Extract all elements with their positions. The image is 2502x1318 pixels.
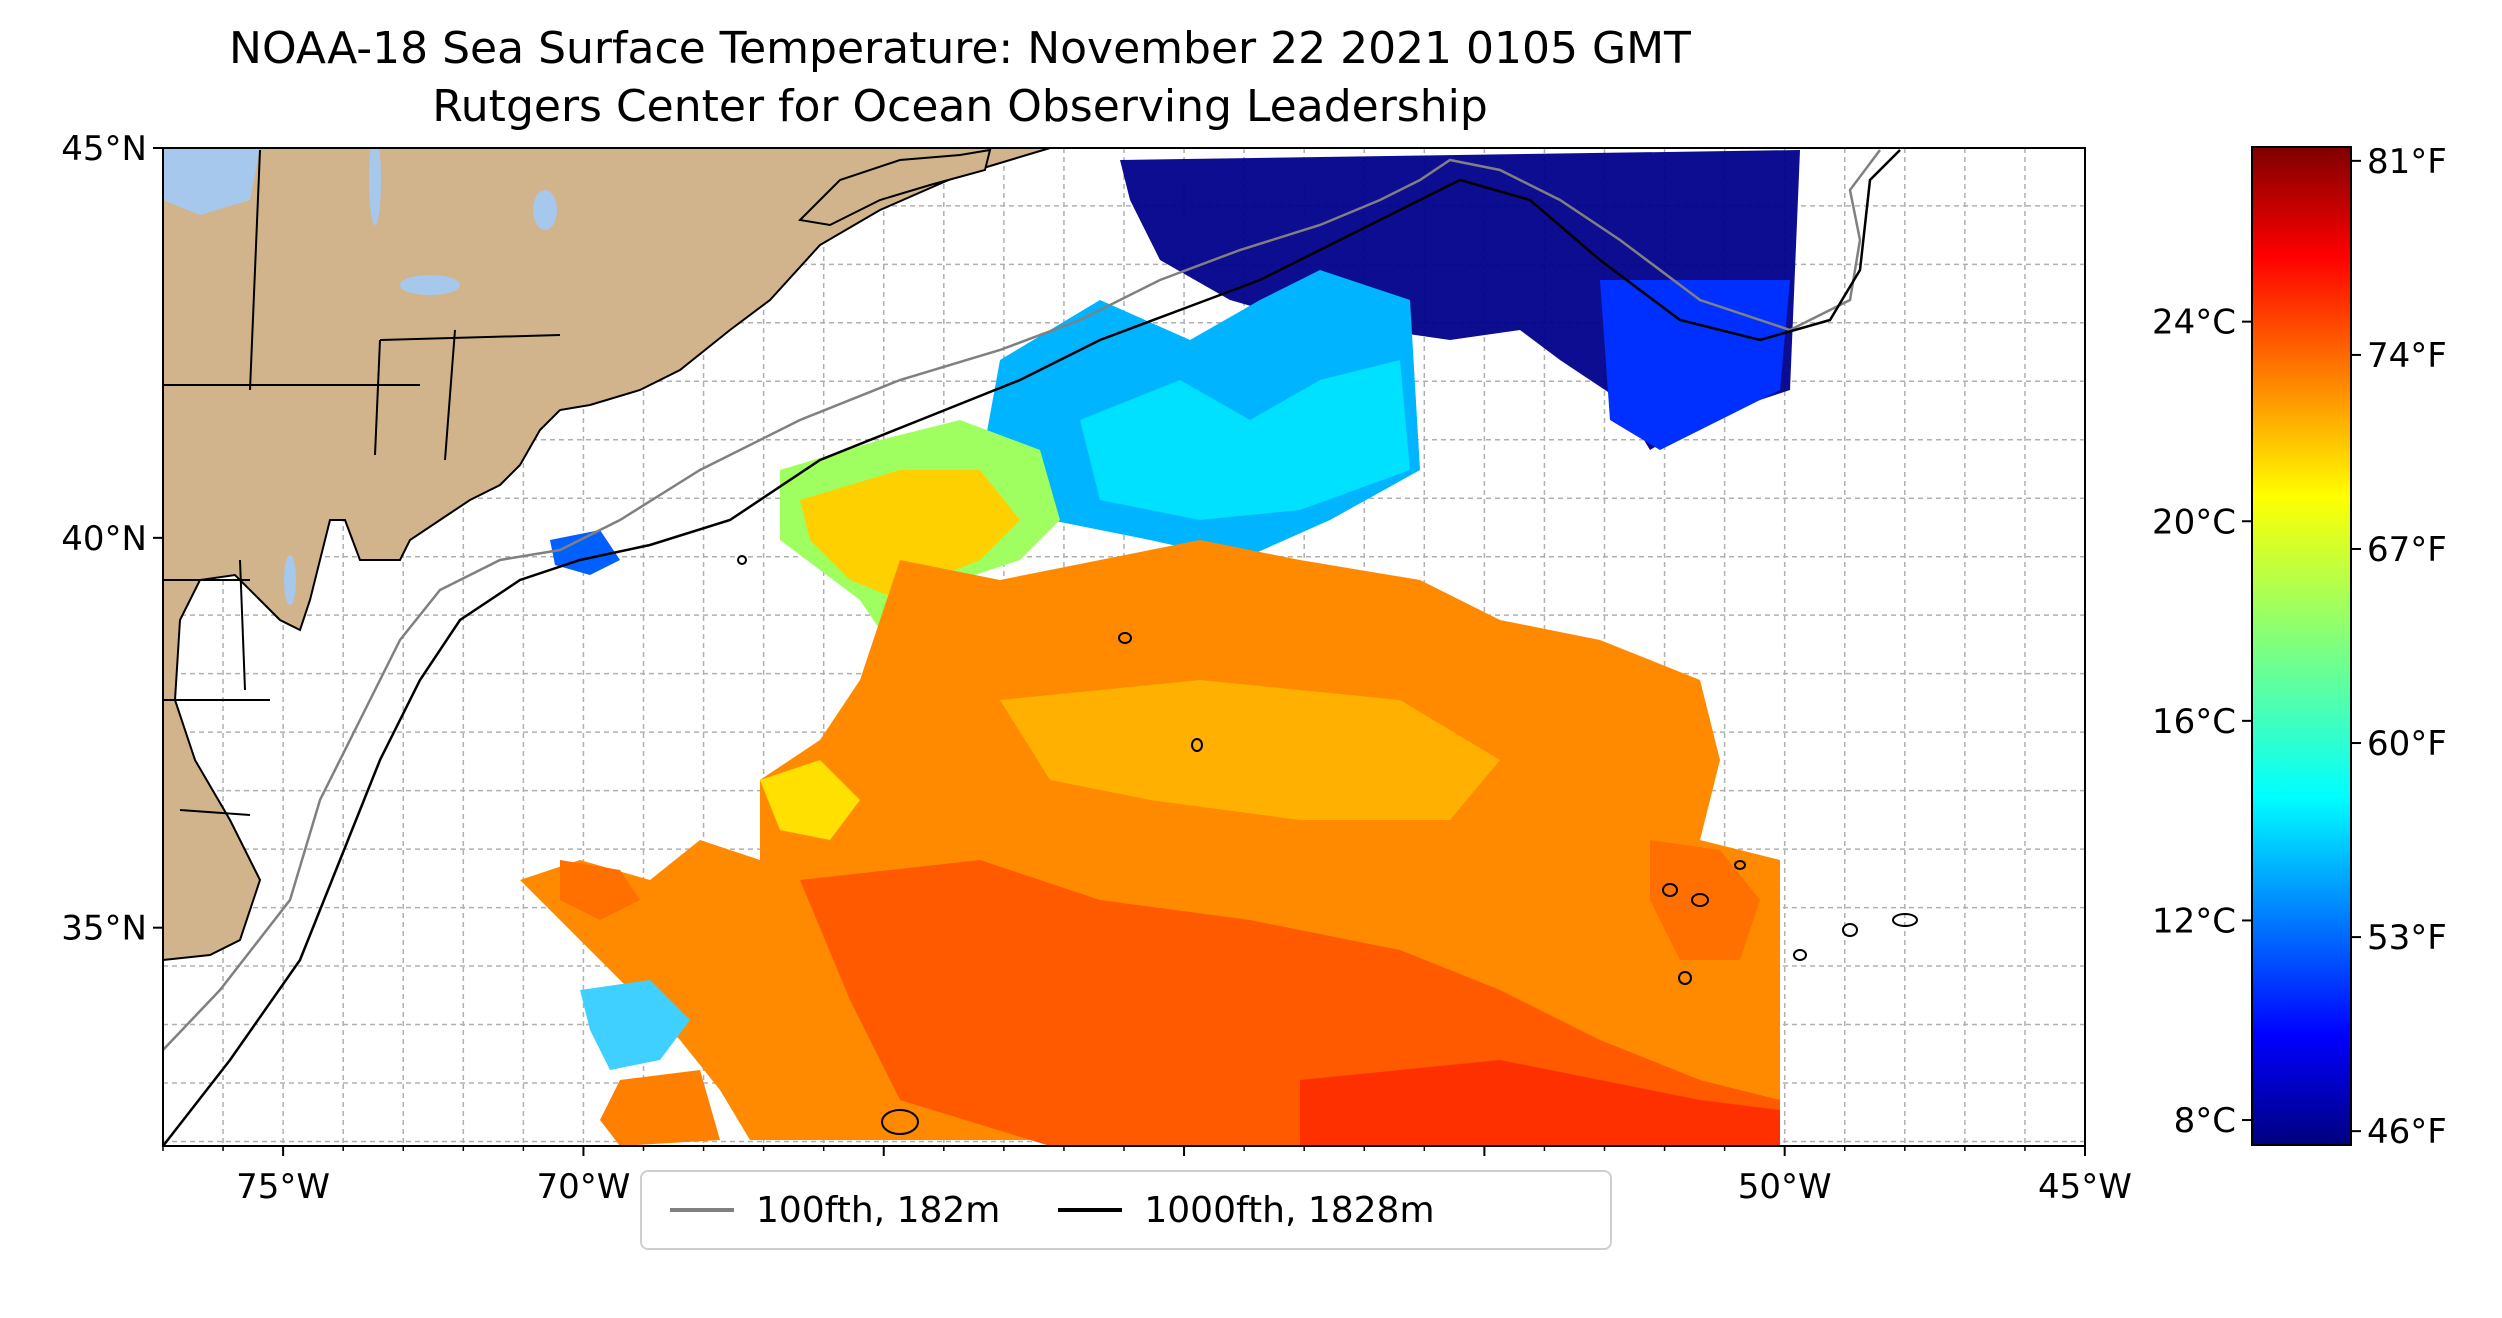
isobath-100fth <box>163 149 1881 1051</box>
fahrenheit-tick-label: 53°F <box>2367 918 2447 958</box>
fahrenheit-tick-label: 46°F <box>2367 1112 2447 1152</box>
celsius-tick-label: 16°C <box>2152 702 2236 742</box>
map-title: NOAA-18 Sea Surface Temperature: Novembe… <box>229 23 1691 74</box>
lat-tick-label: 45°N <box>61 129 147 169</box>
colorbar-ticks: 8°C 12°C 16°C 20°C 24°C 46°F 53°F 60°F 67°F 74°F 8… <box>2152 142 2447 1152</box>
legend-item-1000fth: 1000fth, 1828m <box>1058 1189 1435 1231</box>
celsius-tick-label: 12°C <box>2152 901 2236 941</box>
lon-tick-label: 50°W <box>1738 1167 1832 1207</box>
land-mass <box>163 148 1051 962</box>
seamounts <box>737 555 1918 1135</box>
fahrenheit-tick-label: 60°F <box>2367 724 2447 764</box>
celsius-tick-label: 20°C <box>2152 502 2236 542</box>
isobath-1000fth <box>163 149 1901 1146</box>
lon-tick-label: 70°W <box>536 1167 630 1207</box>
legend: 100fth, 182m 1000fth, 1828m <box>640 1170 1612 1250</box>
legend-item-100fth: 100fth, 182m <box>670 1190 1000 1231</box>
latitude-axis: 35°N 40°N 45°N <box>61 129 163 949</box>
map-subtitle: Rutgers Center for Ocean Observing Leade… <box>432 81 1488 132</box>
lon-tick-label: 75°W <box>236 1167 330 1207</box>
legend-label-100fth: 100fth, 182m <box>756 1189 1001 1231</box>
lakes <box>163 148 557 605</box>
lat-tick-label: 40°N <box>61 519 147 559</box>
fahrenheit-tick-label: 81°F <box>2367 142 2447 182</box>
fahrenheit-tick-label: 67°F <box>2367 530 2447 570</box>
celsius-tick-label: 24°C <box>2152 303 2236 343</box>
lon-tick-label: 45°W <box>2038 1167 2132 1207</box>
nova-scotia <box>797 148 992 227</box>
colorbar <box>2251 146 2352 1146</box>
celsius-tick-label: 8°C <box>2174 1101 2236 1141</box>
sst-swaths <box>520 150 1800 1146</box>
fahrenheit-tick-label: 74°F <box>2367 336 2447 376</box>
state-borders <box>163 149 561 816</box>
lat-tick-label: 35°N <box>61 909 147 949</box>
legend-swatch-100fth <box>670 1208 734 1212</box>
legend-label-1000fth: 1000fth, 1828m <box>1144 1189 1435 1231</box>
legend-swatch-1000fth <box>1058 1208 1123 1212</box>
